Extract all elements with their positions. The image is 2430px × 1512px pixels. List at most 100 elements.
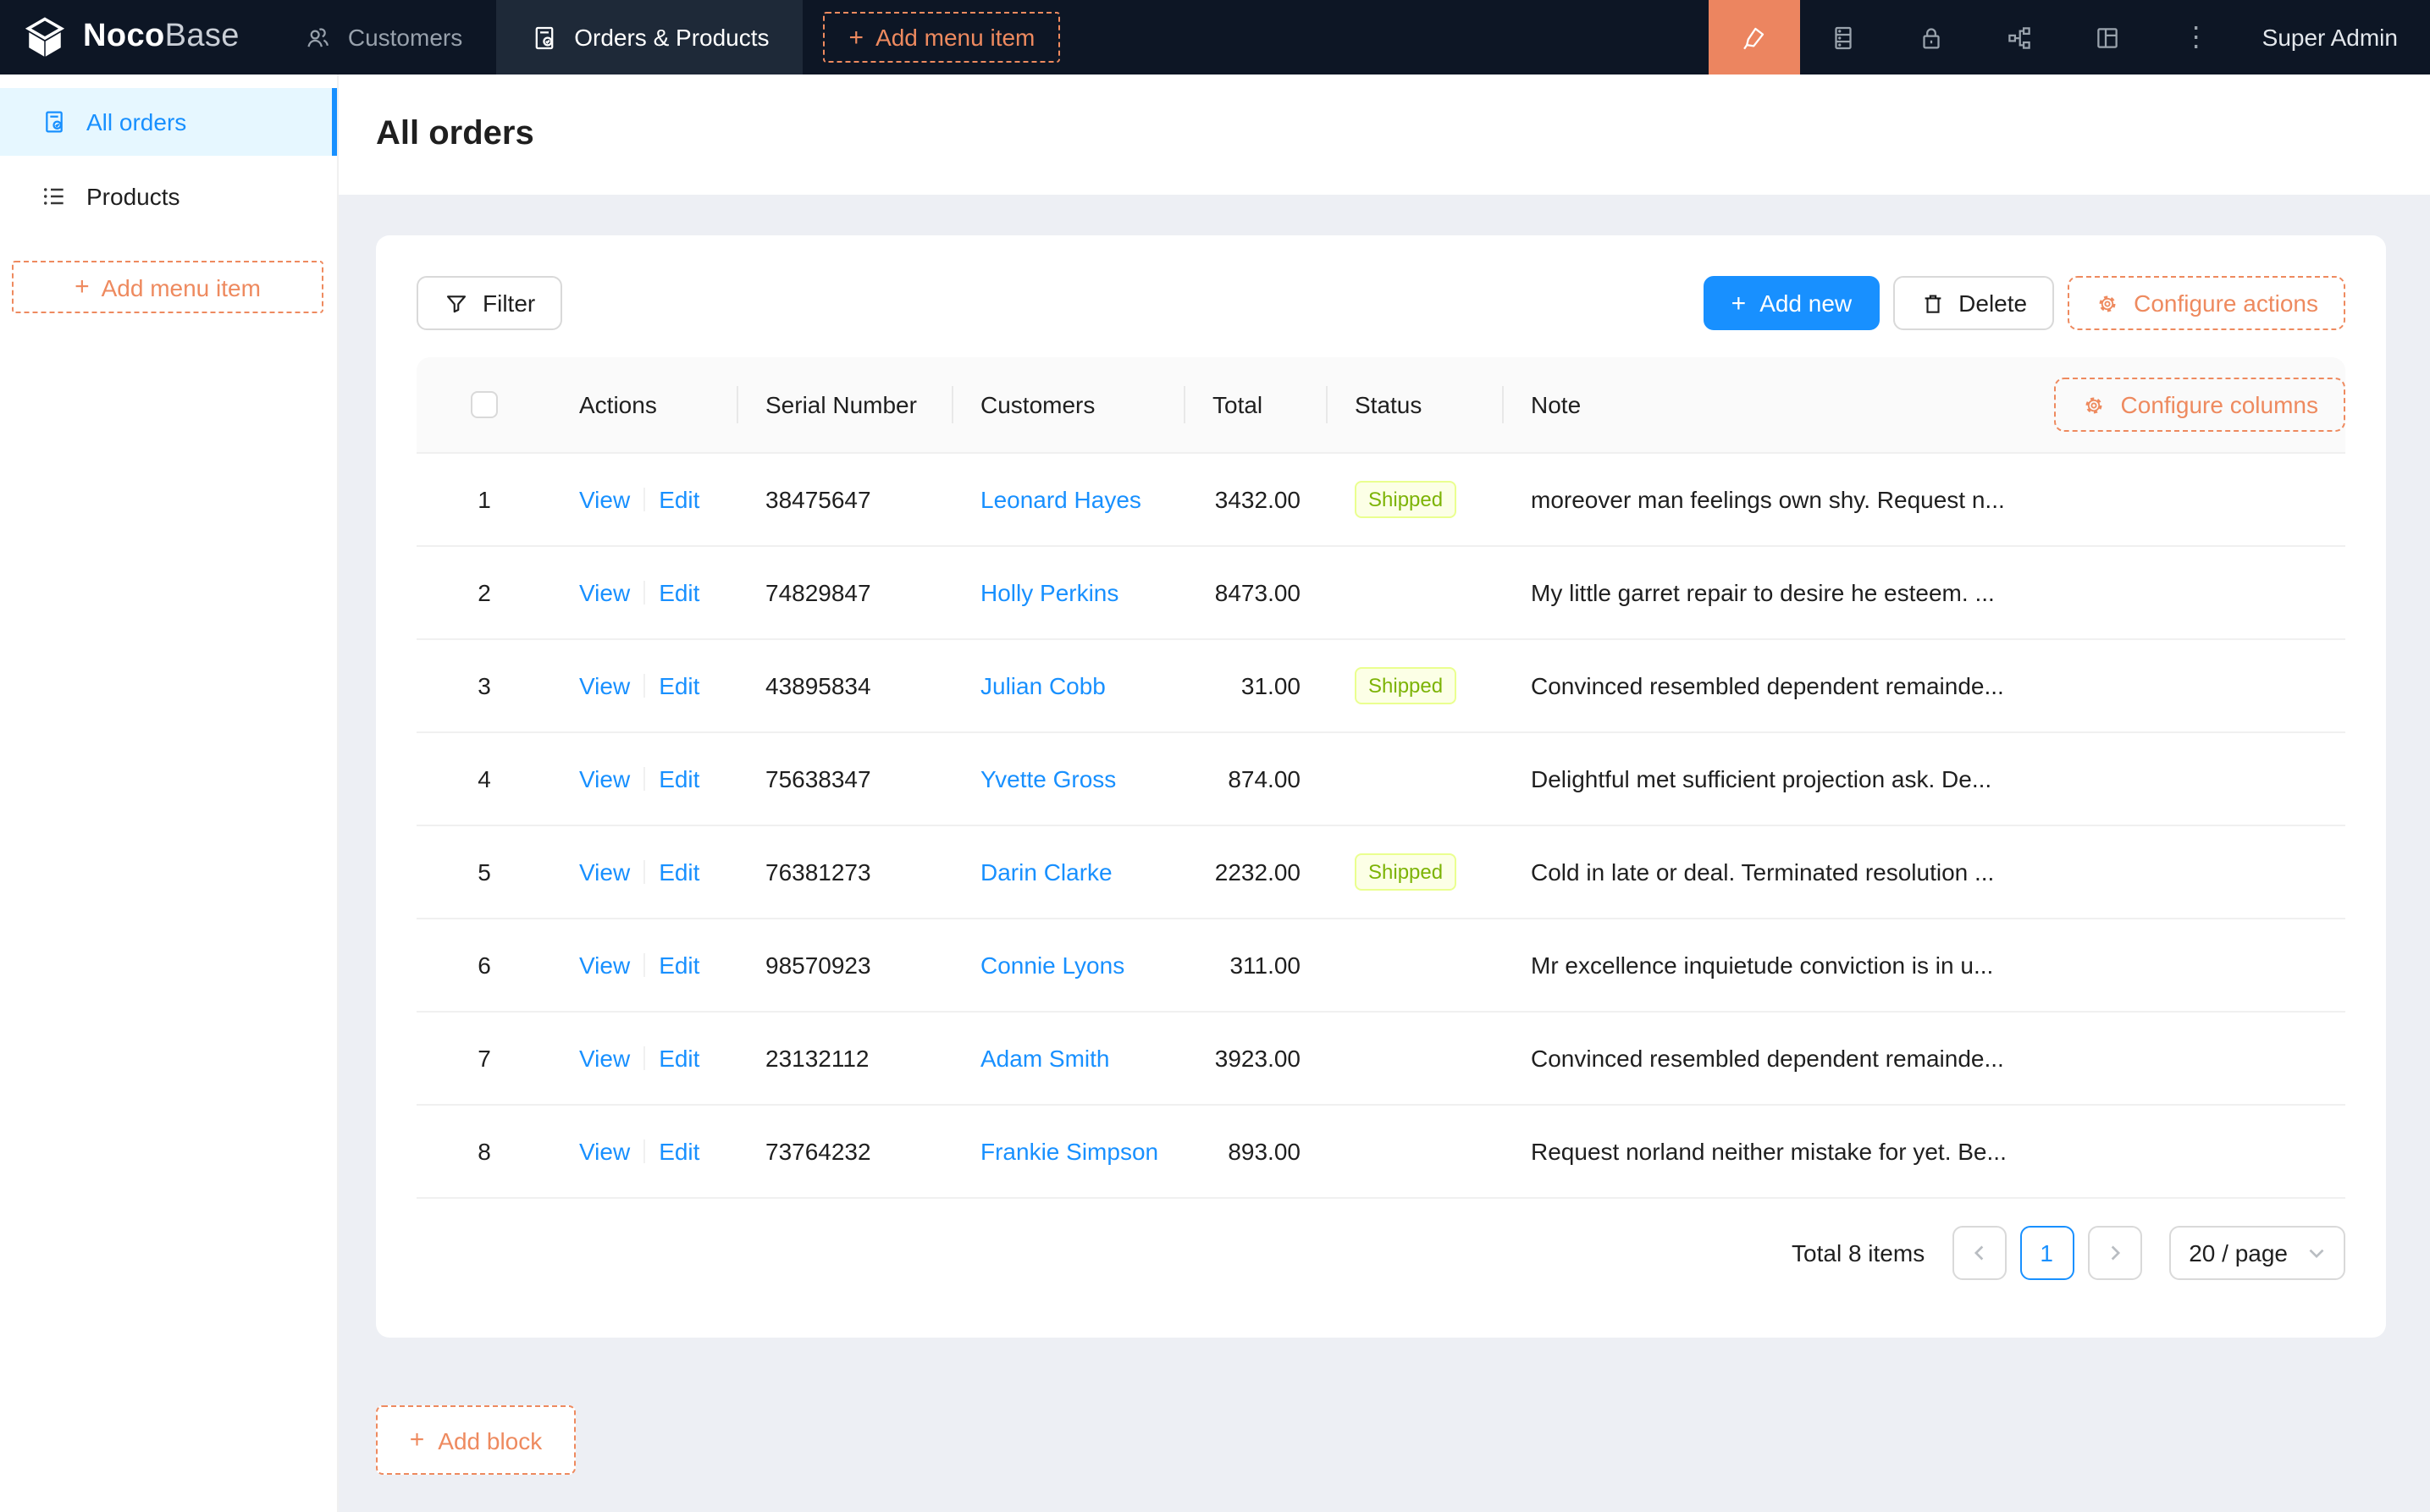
view-link[interactable]: View bbox=[579, 952, 631, 979]
lock-icon bbox=[1918, 23, 1947, 52]
row-actions: View Edit bbox=[552, 733, 738, 825]
chevron-right-icon bbox=[2106, 1244, 2123, 1261]
header-cell-serial-number: Serial Number bbox=[738, 357, 953, 452]
status-badge: Shipped bbox=[1355, 481, 1457, 518]
page-header: All orders bbox=[339, 74, 2430, 195]
layout-button[interactable] bbox=[2064, 0, 2152, 74]
edit-link[interactable]: Edit bbox=[659, 1045, 700, 1072]
header-cell-note: Note bbox=[1531, 391, 1582, 418]
collections-button[interactable] bbox=[1800, 0, 1888, 74]
total-cell: 31.00 bbox=[1240, 672, 1301, 699]
customer-link[interactable]: Frankie Simpson bbox=[980, 1138, 1159, 1165]
sidebar-item-all-orders[interactable]: All orders bbox=[0, 88, 337, 156]
action-divider bbox=[643, 953, 646, 977]
ui-editor-button[interactable] bbox=[1708, 0, 1800, 74]
view-link[interactable]: View bbox=[579, 579, 631, 606]
view-link[interactable]: View bbox=[579, 486, 631, 513]
filter-button[interactable]: Filter bbox=[417, 276, 563, 330]
user-menu[interactable]: Super Admin bbox=[2262, 24, 2398, 51]
content-area: Filter + Add new bbox=[339, 195, 2430, 1512]
sidebar-add-menu-item-button[interactable]: + Add menu item bbox=[12, 261, 323, 313]
configure-columns-button[interactable]: Configure columns bbox=[2054, 378, 2345, 432]
row-actions: View Edit bbox=[552, 1106, 738, 1197]
team-icon bbox=[304, 23, 333, 52]
table-row: 4 View Edit 75638347 Yvette Gross 874.00… bbox=[417, 733, 2345, 826]
table-toolbar: Filter + Add new bbox=[417, 276, 2345, 330]
trash-icon bbox=[1919, 290, 1945, 316]
select-all-checkbox[interactable] bbox=[471, 391, 498, 418]
gear-icon bbox=[2095, 290, 2120, 316]
permissions-button[interactable] bbox=[1888, 0, 1976, 74]
customer-link[interactable]: Adam Smith bbox=[980, 1045, 1110, 1072]
add-block-label: Add block bbox=[438, 1426, 543, 1454]
customer-cell: Adam Smith bbox=[953, 1013, 1185, 1104]
customer-cell: Darin Clarke bbox=[953, 826, 1185, 918]
edit-link[interactable]: Edit bbox=[659, 672, 700, 699]
chevron-down-icon bbox=[2308, 1244, 2325, 1261]
more-menu-button[interactable]: ⋮ bbox=[2152, 0, 2240, 74]
edit-link[interactable]: Edit bbox=[659, 858, 700, 886]
plus-icon: + bbox=[1731, 289, 1747, 317]
table-row: 7 View Edit 23132112 Adam Smith 3923.00 … bbox=[417, 1013, 2345, 1106]
edit-link[interactable]: Edit bbox=[659, 765, 700, 792]
page-size-select[interactable]: 20 / page bbox=[2168, 1226, 2345, 1280]
header-cell-select bbox=[417, 357, 552, 452]
page-size-value: 20 / page bbox=[2189, 1239, 2288, 1266]
action-divider bbox=[643, 1140, 646, 1163]
action-divider bbox=[643, 1046, 646, 1070]
pagination-page-1[interactable]: 1 bbox=[2019, 1226, 2074, 1280]
pagination: Total 8 items 1 bbox=[417, 1226, 2345, 1280]
top-nav: NocoBase Customers bbox=[0, 0, 2430, 74]
add-new-button[interactable]: + Add new bbox=[1704, 276, 1880, 330]
nav-tab-label: Orders & Products bbox=[574, 24, 770, 51]
nocobase-logo[interactable]: NocoBase bbox=[0, 14, 270, 60]
edit-link[interactable]: Edit bbox=[659, 952, 700, 979]
database-icon bbox=[1830, 23, 1858, 52]
pagination-prev-button[interactable] bbox=[1952, 1226, 2007, 1280]
delete-button[interactable]: Delete bbox=[1892, 276, 2055, 330]
chevron-left-icon bbox=[1970, 1244, 1987, 1261]
nav-tab-customers[interactable]: Customers bbox=[270, 0, 496, 74]
edit-link[interactable]: Edit bbox=[659, 1138, 700, 1165]
plus-icon: + bbox=[75, 273, 90, 301]
customer-link[interactable]: Julian Cobb bbox=[980, 672, 1106, 699]
sidebar-add-menu-item-label: Add menu item bbox=[101, 273, 261, 301]
plugins-button[interactable] bbox=[1976, 0, 2064, 74]
customer-link[interactable]: Darin Clarke bbox=[980, 858, 1113, 886]
serial-number-cell: 98570923 bbox=[765, 952, 871, 979]
customer-link[interactable]: Holly Perkins bbox=[980, 579, 1119, 606]
add-block-button[interactable]: + Add block bbox=[376, 1405, 576, 1475]
row-index: 8 bbox=[478, 1138, 491, 1165]
row-actions: View Edit bbox=[552, 919, 738, 1011]
configure-actions-button[interactable]: Configure actions bbox=[2068, 276, 2345, 330]
table-row: 2 View Edit 74829847 Holly Perkins 8473.… bbox=[417, 547, 2345, 640]
view-link[interactable]: View bbox=[579, 765, 631, 792]
customer-link[interactable]: Connie Lyons bbox=[980, 952, 1125, 979]
note-cell: Convinced resembled dependent remainde..… bbox=[1531, 1045, 2004, 1072]
plus-icon: + bbox=[409, 1426, 425, 1454]
pagination-next-button[interactable] bbox=[2087, 1226, 2142, 1280]
sidebar-item-products[interactable]: Products bbox=[0, 163, 337, 230]
customer-link[interactable]: Yvette Gross bbox=[980, 765, 1117, 792]
customer-link[interactable]: Leonard Hayes bbox=[980, 486, 1141, 513]
sidebar: All orders Products + Add menu item bbox=[0, 74, 339, 1512]
action-divider bbox=[643, 674, 646, 698]
orders-icon bbox=[41, 108, 68, 135]
nav-add-menu-item-button[interactable]: + Add menu item bbox=[823, 12, 1061, 63]
note-cell: Mr excellence inquietude conviction is i… bbox=[1531, 952, 1994, 979]
edit-link[interactable]: Edit bbox=[659, 579, 700, 606]
view-link[interactable]: View bbox=[579, 858, 631, 886]
view-link[interactable]: View bbox=[579, 1138, 631, 1165]
customer-cell: Connie Lyons bbox=[953, 919, 1185, 1011]
orders-icon bbox=[530, 23, 559, 52]
nav-tab-orders-products[interactable]: Orders & Products bbox=[496, 0, 804, 74]
view-link[interactable]: View bbox=[579, 672, 631, 699]
pagination-total: Total 8 items bbox=[1792, 1239, 1925, 1266]
configure-actions-label: Configure actions bbox=[2134, 290, 2318, 317]
note-cell: Delightful met sufficient projection ask… bbox=[1531, 765, 1992, 792]
view-link[interactable]: View bbox=[579, 1045, 631, 1072]
edit-link[interactable]: Edit bbox=[659, 486, 700, 513]
total-cell: 3432.00 bbox=[1214, 486, 1301, 513]
action-divider bbox=[643, 860, 646, 884]
